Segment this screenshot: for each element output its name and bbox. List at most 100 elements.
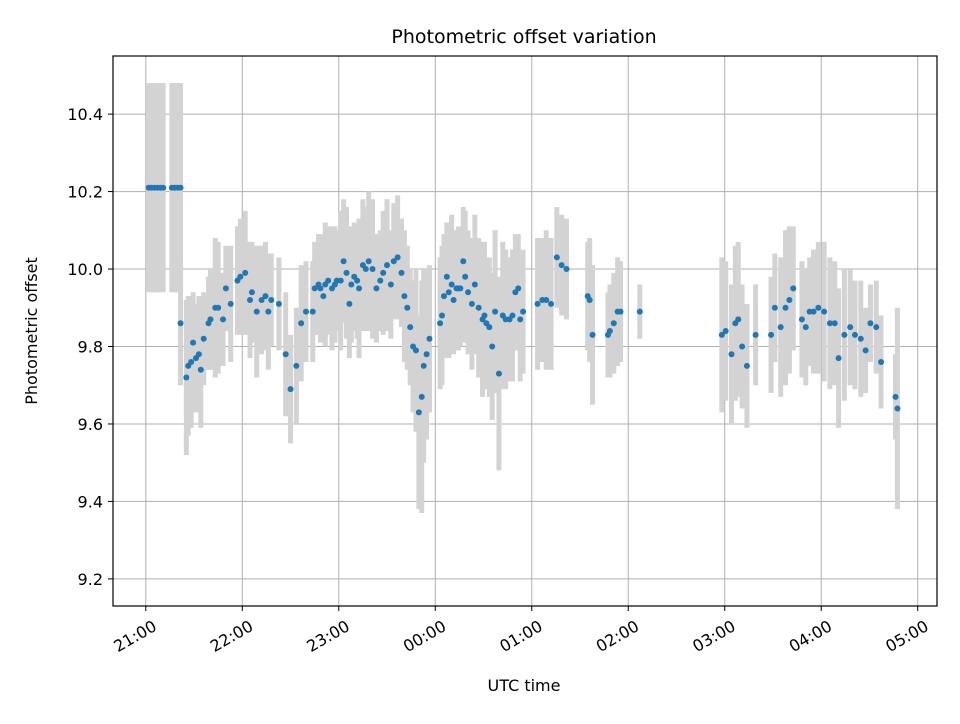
data-point bbox=[275, 300, 282, 307]
data-point bbox=[265, 308, 272, 315]
data-point bbox=[195, 351, 202, 358]
data-point bbox=[346, 300, 353, 307]
axes-frame bbox=[112, 55, 938, 607]
data-point bbox=[380, 269, 387, 276]
data-point bbox=[520, 308, 527, 315]
data-point bbox=[589, 331, 596, 338]
data-point bbox=[857, 335, 864, 342]
data-point bbox=[302, 308, 309, 315]
data-point bbox=[390, 258, 397, 265]
data-point bbox=[771, 304, 778, 311]
data-point bbox=[831, 320, 838, 327]
data-point bbox=[215, 304, 222, 311]
data-point bbox=[722, 328, 729, 334]
data-point bbox=[401, 293, 408, 300]
data-point bbox=[387, 281, 394, 288]
data-point bbox=[481, 312, 488, 319]
data-point bbox=[207, 316, 214, 323]
data-point bbox=[311, 285, 318, 292]
data-point bbox=[553, 254, 560, 261]
data-point bbox=[495, 370, 502, 377]
data-point bbox=[617, 308, 624, 315]
data-point bbox=[407, 324, 414, 331]
data-point bbox=[509, 312, 516, 319]
data-point bbox=[282, 351, 289, 358]
data-point bbox=[337, 277, 344, 284]
data-point bbox=[457, 285, 464, 292]
data-point bbox=[486, 324, 493, 331]
data-points bbox=[145, 184, 901, 416]
data-point bbox=[340, 258, 347, 265]
data-point bbox=[398, 269, 405, 276]
data-point bbox=[222, 285, 229, 292]
data-point bbox=[515, 285, 522, 292]
data-point bbox=[586, 297, 593, 304]
data-point bbox=[728, 351, 735, 358]
data-point bbox=[227, 300, 234, 307]
data-point bbox=[543, 297, 550, 304]
y-tick-label: 9.4 bbox=[78, 492, 103, 511]
data-point bbox=[219, 316, 226, 323]
x-axis-label: UTC time bbox=[488, 676, 561, 695]
data-point bbox=[404, 304, 411, 311]
data-point bbox=[777, 324, 784, 331]
y-tick-label: 9.2 bbox=[78, 570, 103, 589]
data-point bbox=[258, 297, 265, 304]
data-point bbox=[247, 297, 254, 304]
data-point bbox=[362, 266, 369, 273]
data-point bbox=[369, 266, 376, 273]
data-point bbox=[782, 304, 789, 311]
data-point bbox=[356, 285, 363, 292]
data-point bbox=[636, 308, 643, 315]
data-point bbox=[462, 273, 469, 280]
data-point bbox=[465, 289, 472, 296]
data-point bbox=[743, 362, 750, 369]
data-point bbox=[492, 308, 499, 315]
data-point bbox=[268, 297, 275, 304]
data-point bbox=[460, 258, 467, 265]
data-point bbox=[418, 393, 425, 400]
y-tick-label: 10.0 bbox=[67, 260, 103, 279]
data-point bbox=[517, 316, 524, 323]
y-axis-label: Photometric offset bbox=[22, 257, 41, 405]
data-point bbox=[287, 386, 294, 393]
data-point bbox=[262, 293, 269, 300]
data-point bbox=[873, 324, 880, 331]
data-point bbox=[841, 331, 848, 338]
data-point bbox=[253, 308, 260, 315]
data-point bbox=[847, 324, 854, 331]
y-tick-label: 9.8 bbox=[78, 337, 103, 356]
data-point bbox=[373, 285, 380, 292]
data-point bbox=[426, 335, 433, 342]
data-point bbox=[200, 335, 207, 342]
data-point bbox=[237, 273, 244, 280]
data-point bbox=[394, 254, 401, 261]
data-point bbox=[790, 285, 797, 292]
data-point bbox=[802, 324, 809, 331]
data-point bbox=[489, 343, 496, 350]
data-point bbox=[862, 347, 869, 354]
data-point bbox=[325, 277, 332, 284]
data-point bbox=[177, 184, 184, 191]
data-point bbox=[242, 269, 249, 276]
data-point bbox=[188, 358, 195, 365]
data-point bbox=[317, 285, 324, 292]
data-point bbox=[160, 184, 167, 191]
data-point bbox=[610, 320, 617, 327]
data-point bbox=[471, 281, 478, 288]
data-point bbox=[354, 277, 361, 284]
data-point bbox=[384, 262, 391, 269]
data-point bbox=[450, 297, 457, 304]
data-point bbox=[468, 300, 475, 307]
data-point bbox=[448, 281, 455, 288]
data-point bbox=[835, 355, 842, 362]
data-point bbox=[423, 351, 430, 358]
chart-title: Photometric offset variation bbox=[391, 26, 656, 48]
data-point bbox=[197, 366, 204, 373]
data-point bbox=[177, 320, 184, 327]
data-point bbox=[563, 266, 570, 273]
data-point bbox=[293, 362, 300, 369]
data-point bbox=[415, 409, 422, 416]
data-point bbox=[892, 393, 899, 400]
